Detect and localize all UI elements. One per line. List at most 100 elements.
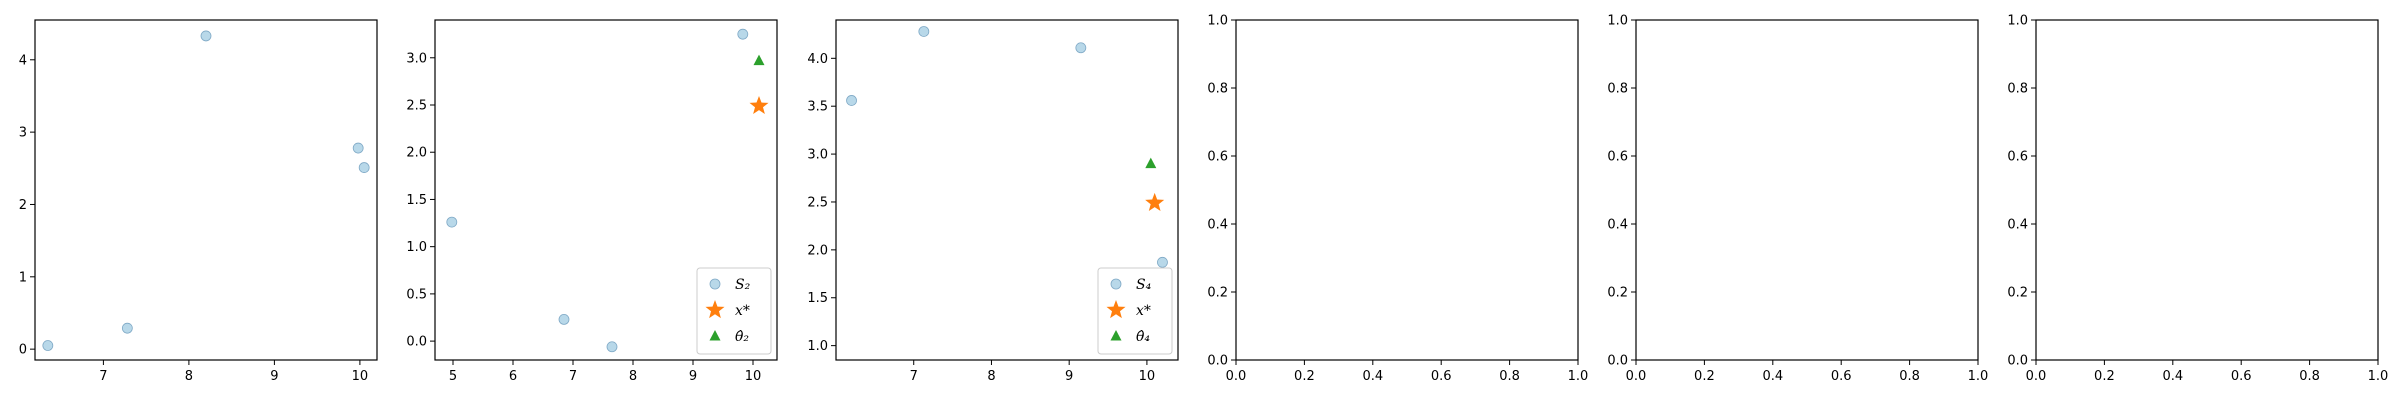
y-tick-label: 0.0 xyxy=(1207,354,1228,369)
y-tick-label: 3 xyxy=(19,126,27,141)
x-tick-label: 0.2 xyxy=(1294,369,1315,384)
y-tick-label: 1.0 xyxy=(406,240,427,255)
legend-label: S₂ xyxy=(735,277,751,293)
legend-sample-marker xyxy=(1110,278,1122,290)
sample-point xyxy=(1075,42,1087,54)
y-tick-label: 2.0 xyxy=(406,146,427,161)
optimum-marker xyxy=(749,95,769,115)
axes-frame xyxy=(434,19,778,361)
y-tick-label: 1.0 xyxy=(2007,14,2028,29)
x-tick-label: 0.4 xyxy=(1762,369,1783,384)
axes-frame xyxy=(835,19,1179,361)
y-tick-label: 0.6 xyxy=(1207,150,1228,165)
x-tick-label: 7 xyxy=(910,369,918,384)
x-tick-label: 9 xyxy=(270,369,278,384)
estimate-marker xyxy=(1145,157,1157,169)
subplot-1: 7 8 9 10 0 1 2 3 4 xyxy=(19,19,378,384)
y-tick-label: 0.2 xyxy=(2007,286,2028,301)
y-tick-label: 2.5 xyxy=(406,99,427,114)
legend-optimum-marker xyxy=(705,300,725,319)
legend-label: x* xyxy=(1136,303,1151,319)
axes-frame xyxy=(1635,19,1979,361)
x-tick-label: 10 xyxy=(352,369,369,384)
sample-point xyxy=(737,28,749,40)
y-tick-label: 1.0 xyxy=(1607,14,1628,29)
x-tick-label: 8 xyxy=(185,369,193,384)
x-tick-label: 6 xyxy=(509,369,517,384)
legend-frame xyxy=(696,267,772,355)
y-tick-label: 2.5 xyxy=(807,195,828,210)
legend-label: θ̂₄ xyxy=(1136,329,1150,345)
sample-point xyxy=(918,26,930,37)
legend-estimate-marker xyxy=(709,330,721,341)
legend-estimate-marker xyxy=(1110,330,1122,341)
y-tick-label: 0 xyxy=(19,343,27,358)
y-tick-label: 0.4 xyxy=(1207,218,1228,233)
x-tick-label: 0.6 xyxy=(1431,369,1452,384)
y-tick-label: 0.4 xyxy=(1607,218,1628,233)
sample-point xyxy=(352,142,364,154)
legend-sample-marker xyxy=(709,278,721,290)
x-tick-label: 8 xyxy=(629,369,637,384)
subplot-4: 0.0 0.2 0.4 0.6 0.8 1.0 0.0 0.2 0.4 0.6 0.8 1.0 xyxy=(1207,14,1588,385)
x-tick-label: 0.0 xyxy=(1626,369,1647,384)
y-tick-label: 0.6 xyxy=(1607,150,1628,165)
x-tick-label: 0.0 xyxy=(2026,369,2047,384)
x-tick-label: 1.0 xyxy=(1968,369,1989,384)
y-tick-label: 0.8 xyxy=(1607,82,1628,97)
subplot-6: 0.0 0.2 0.4 0.6 0.8 1.0 0.0 0.2 0.4 0.6 0.8 1.0 xyxy=(2007,14,2388,385)
x-tick-label: 0.8 xyxy=(1899,369,1920,384)
x-tick-label: 1.0 xyxy=(1568,369,1589,384)
sample-point xyxy=(606,341,618,353)
sample-point xyxy=(200,30,212,42)
y-tick-label: 0.4 xyxy=(2007,218,2028,233)
sample-point xyxy=(558,313,570,325)
sample-point xyxy=(42,340,54,351)
x-tick-label: 7 xyxy=(569,369,577,384)
x-tick-label: 0.2 xyxy=(2094,369,2115,384)
y-tick-label: 3.0 xyxy=(807,148,828,163)
y-tick-label: 1 xyxy=(19,270,27,285)
x-tick-label: 9 xyxy=(1065,369,1073,384)
y-tick-label: 1.5 xyxy=(807,291,828,306)
axes-frame xyxy=(34,19,378,361)
legend: S₄ x* θ̂₄ xyxy=(1097,267,1173,355)
x-tick-label: 7 xyxy=(99,369,107,384)
legend-label: S₄ xyxy=(1136,277,1152,293)
legend-optimum-marker xyxy=(1106,300,1126,319)
legend: S₂ x* θ̂₂ xyxy=(696,267,772,355)
optimum-marker xyxy=(1145,192,1165,212)
sample-point xyxy=(1157,256,1168,268)
x-tick-label: 8 xyxy=(987,369,995,384)
y-tick-label: 4.0 xyxy=(807,52,828,67)
sample-point xyxy=(446,216,458,228)
x-tick-label: 10 xyxy=(745,369,762,384)
x-tick-label: 0.4 xyxy=(2162,369,2183,384)
axes-frame xyxy=(2035,19,2379,361)
x-tick-label: 9 xyxy=(689,369,697,384)
y-tick-label: 3.5 xyxy=(807,100,828,115)
subplot-5: 0.0 0.2 0.4 0.6 0.8 1.0 0.0 0.2 0.4 0.6 0.8 1.0 xyxy=(1607,14,1988,385)
x-tick-label: 1.0 xyxy=(2368,369,2389,384)
y-tick-label: 2 xyxy=(19,198,27,213)
y-tick-label: 0.6 xyxy=(2007,150,2028,165)
x-tick-label: 0.8 xyxy=(2299,369,2320,384)
y-tick-label: 0.0 xyxy=(1607,354,1628,369)
y-tick-label: 3.0 xyxy=(406,51,427,66)
x-tick-label: 5 xyxy=(449,369,457,384)
y-tick-label: 0.5 xyxy=(406,287,427,302)
axes-frame xyxy=(1235,19,1579,361)
subplot-3: 7 8 9 10 1.0 1.5 2.0 2.5 3.0 3.5 4.0 S₄ x* θ̂₄ xyxy=(807,19,1179,384)
sample-point xyxy=(121,322,133,334)
x-tick-label: 0.6 xyxy=(1831,369,1852,384)
y-tick-label: 0.8 xyxy=(2007,82,2028,97)
y-tick-label: 1.5 xyxy=(406,193,427,208)
sample-point xyxy=(846,95,857,106)
x-tick-label: 0.2 xyxy=(1694,369,1715,384)
legend-label: θ̂₂ xyxy=(735,329,749,345)
subplot-2: 5 6 7 8 9 10 0.0 0.5 1.0 1.5 2.0 2.5 3.0 S₂ x* θ̂₂ xyxy=(406,19,778,384)
y-tick-label: 1.0 xyxy=(1207,14,1228,29)
y-tick-label: 0.2 xyxy=(1607,286,1628,301)
sample-point xyxy=(358,162,370,173)
